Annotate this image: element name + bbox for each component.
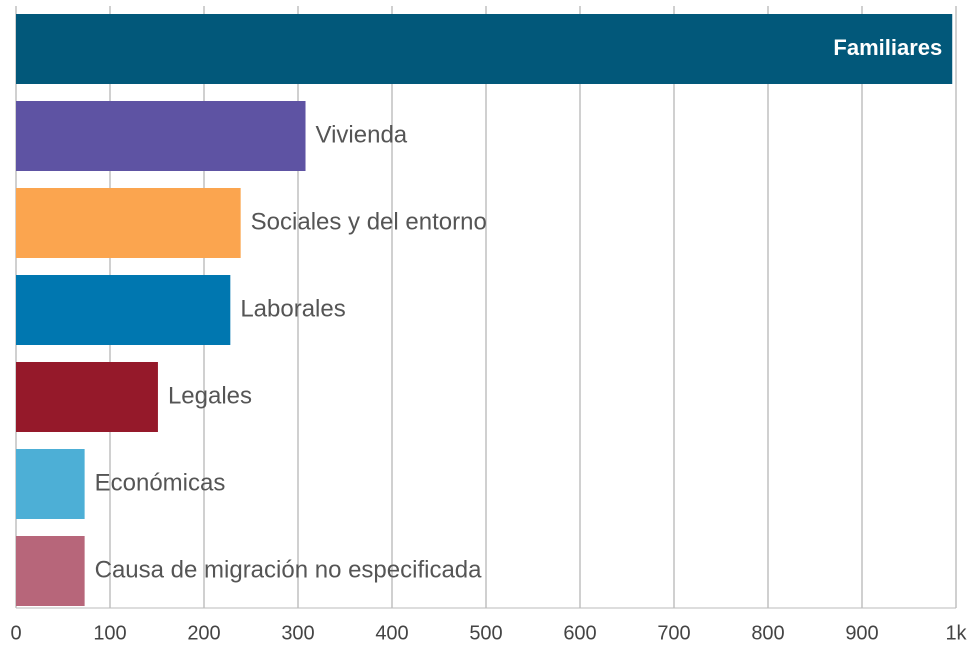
bar-label: Familiares [833,35,942,60]
bar [16,449,85,519]
bar-label: Económicas [95,469,226,496]
bar [16,362,158,432]
bar [16,275,231,345]
x-tick-label: 100 [93,622,126,644]
x-tick-label: 300 [281,622,314,644]
x-tick-label: 400 [375,622,408,644]
bar-label: Vivienda [316,121,408,148]
x-tick-label: 800 [751,622,784,644]
bar-label: Legales [168,382,252,409]
bar-label: Sociales y del entorno [251,208,487,235]
bar-label: Laborales [240,295,345,322]
x-tick-label: 600 [563,622,596,644]
x-tick-label: 700 [657,622,690,644]
bar-label: Causa de migración no especificada [95,556,483,583]
x-tick-label: 0 [10,622,21,644]
bar [16,14,953,84]
x-tick-label: 200 [187,622,220,644]
x-tick-label: 500 [469,622,502,644]
bar [16,536,85,606]
x-tick-label: 1k [945,622,967,644]
bar [16,188,241,258]
x-tick-label: 900 [845,622,878,644]
bar [16,101,306,171]
